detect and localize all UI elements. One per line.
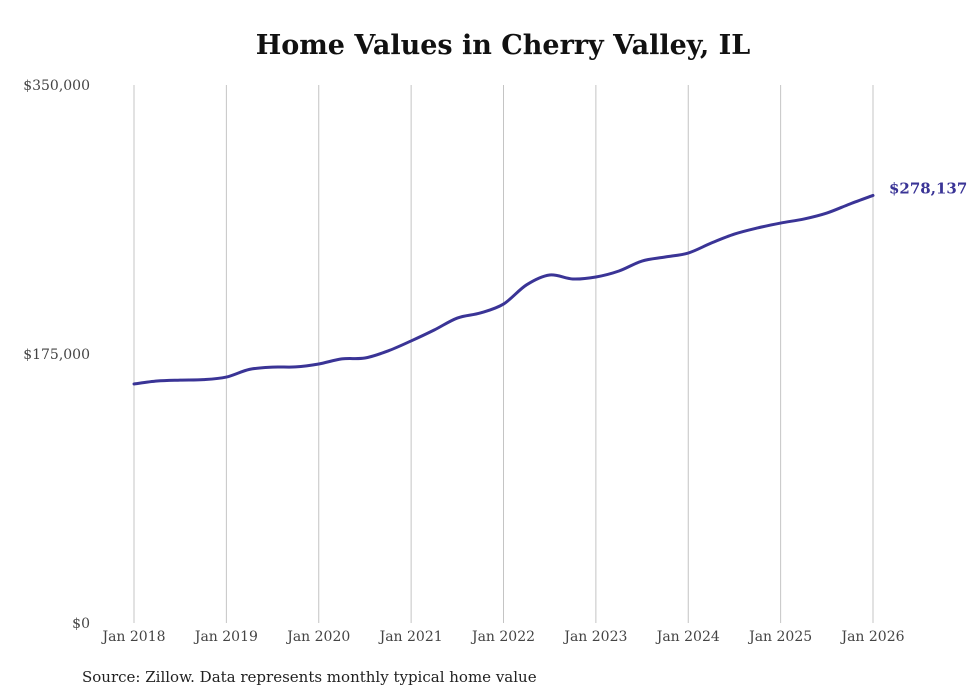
x-tick-label: Jan 2019 <box>193 629 258 645</box>
series-line <box>132 193 875 386</box>
x-tick-label: Jan 2024 <box>655 629 720 645</box>
y-tick-label: $175,000 <box>23 347 90 363</box>
x-tick-label: Jan 2026 <box>839 629 904 645</box>
y-tick-label: $350,000 <box>23 78 90 94</box>
x-tick-label: Jan 2025 <box>747 629 812 645</box>
end-value-label: $278,137 <box>889 179 967 197</box>
chart-title: Home Values in Cherry Valley, IL <box>255 30 751 61</box>
y-tick-label: $0 <box>72 616 90 632</box>
x-tick-label: Jan 2018 <box>100 629 165 645</box>
x-tick-label: Jan 2023 <box>562 629 627 645</box>
x-tick-label: Jan 2021 <box>378 629 443 645</box>
x-tick-label: Jan 2020 <box>285 629 350 645</box>
x-tick-label: Jan 2022 <box>470 629 535 645</box>
source-note: Source: Zillow. Data represents monthly … <box>82 668 537 686</box>
